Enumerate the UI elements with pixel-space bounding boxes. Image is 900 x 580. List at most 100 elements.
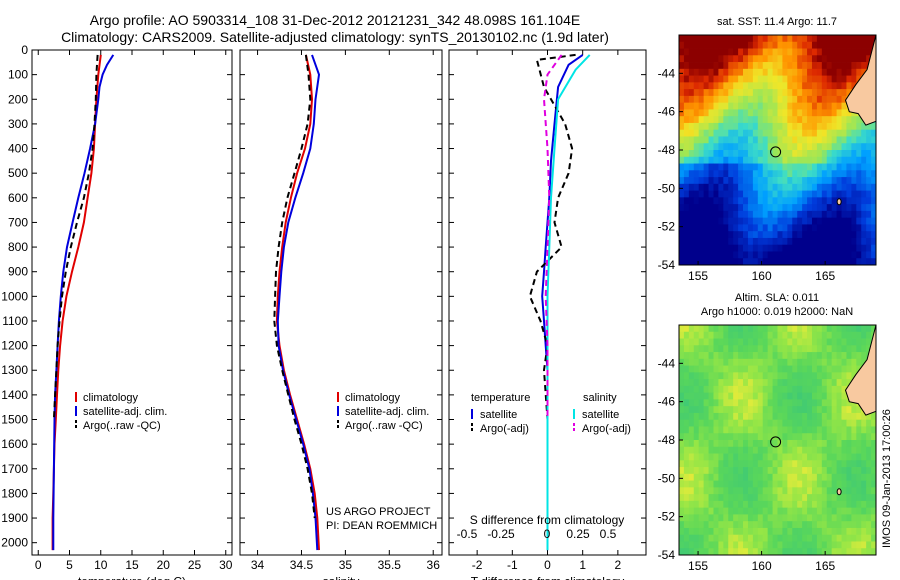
sla-map-cell xyxy=(738,385,744,394)
sla-map-cell xyxy=(757,433,764,441)
sst-map-cell xyxy=(846,62,852,70)
sst-map-cell xyxy=(743,48,749,56)
sst-map-cell xyxy=(841,75,847,83)
sla-map-cell xyxy=(767,399,773,407)
temperature-xtick-label: 20 xyxy=(157,558,171,572)
sst-map-cell xyxy=(747,156,754,164)
sst-map-cell xyxy=(683,190,690,198)
sst-map-cell xyxy=(752,244,759,252)
sla-map-cell xyxy=(713,460,719,468)
sla-map-cell xyxy=(718,406,724,414)
sla-map-cell xyxy=(841,379,847,387)
sla-map-cell xyxy=(688,392,695,400)
sst-map-cell xyxy=(856,170,862,178)
salinity-xtick-label: 34.5 xyxy=(290,558,314,572)
sst-map-cell xyxy=(792,177,798,185)
sla-map-cell xyxy=(861,331,867,339)
sst-map-cell xyxy=(831,251,837,259)
sla-map-cell xyxy=(866,325,872,333)
sla-map-cell xyxy=(851,487,857,495)
sst-map-cell xyxy=(713,55,719,63)
sla-map-cell xyxy=(772,352,778,360)
sst-map-cell xyxy=(757,95,764,104)
sla-map-cell xyxy=(861,358,867,366)
sst-map-cell xyxy=(683,251,690,259)
sla-map-cell xyxy=(723,325,729,333)
sst-map-cell xyxy=(708,258,714,266)
sst-map-cell xyxy=(762,197,769,205)
sst-map-cell xyxy=(723,163,729,171)
sst-map-cell xyxy=(733,251,739,259)
sst-map-cell xyxy=(836,183,842,191)
sla-map-cell xyxy=(792,527,798,536)
sla-map-cell xyxy=(747,345,754,353)
sst-map-cell xyxy=(728,183,734,191)
sla-map-cell xyxy=(743,460,749,468)
sst-map-cell xyxy=(807,177,813,185)
sst-map-cell xyxy=(836,122,842,131)
sla-map-cell xyxy=(802,331,808,339)
sst-map-cell xyxy=(757,136,764,144)
sst-map-cell xyxy=(797,231,803,239)
sst-map-cell xyxy=(752,48,759,56)
sla-map-cell xyxy=(752,494,759,502)
sst-map-cell xyxy=(688,62,695,70)
sla-map-cell xyxy=(841,548,847,556)
sla-map-cell xyxy=(752,358,759,366)
sst-map-cell xyxy=(703,177,709,185)
sla-map-cell xyxy=(708,521,714,529)
sst-map-cell xyxy=(683,183,690,191)
sla-map-cell xyxy=(762,446,769,454)
sla-map-cell xyxy=(836,392,842,400)
sla-map-cell xyxy=(797,446,803,454)
sla-map-cell xyxy=(866,467,872,475)
sst-map-cell xyxy=(723,89,729,97)
sla-map-cell xyxy=(693,372,700,380)
sst-map-cell xyxy=(836,136,842,144)
sla-map-cell xyxy=(728,541,734,549)
sst-map-cell xyxy=(767,244,773,252)
sst-map-cell xyxy=(757,231,764,239)
sla-map-cell xyxy=(723,480,729,488)
sla-map-cell xyxy=(728,487,734,495)
sst-map-cell xyxy=(747,68,754,76)
sst-map-cell xyxy=(728,204,734,212)
sst-map-cell xyxy=(836,89,842,97)
sla-map-cell xyxy=(679,412,685,421)
sst-map-ytick-label: -50 xyxy=(658,181,676,195)
sst-map-cell xyxy=(698,150,705,158)
sla-map-cell xyxy=(841,494,847,502)
sla-map-cell xyxy=(777,412,783,421)
sla-map-cell xyxy=(693,467,700,475)
sst-map-cell xyxy=(683,244,690,252)
sla-map-cell xyxy=(703,534,709,542)
sst-map-cell xyxy=(747,210,754,219)
sla-map-cell xyxy=(861,480,867,488)
sla-map-cell xyxy=(693,331,700,339)
sla-map-cell xyxy=(757,507,764,515)
sst-map-cell xyxy=(871,170,877,178)
sla-map-cell xyxy=(821,385,828,394)
sst-map-cell xyxy=(743,251,749,259)
sst-map-cell xyxy=(713,251,719,259)
sla-map-cell xyxy=(708,453,714,461)
sst-map-cell xyxy=(871,177,877,185)
sst-map-cell xyxy=(782,102,788,110)
sst-map-cell xyxy=(767,217,773,225)
sla-map-cell xyxy=(762,372,769,380)
sst-map-cell xyxy=(792,102,798,110)
sst-map-cell xyxy=(738,89,744,97)
sla-map-cell xyxy=(688,500,695,509)
sla-map-cell xyxy=(743,352,749,360)
sla-map-cell xyxy=(861,548,867,556)
sla-map-cell xyxy=(821,433,828,441)
sla-map-cell xyxy=(841,527,847,536)
sst-map-cell xyxy=(743,210,749,219)
sla-map-cell xyxy=(752,487,759,495)
sst-map-cell xyxy=(866,183,872,191)
sla-map-cell xyxy=(772,541,778,549)
sla-map-cell xyxy=(713,548,719,556)
sla-map-cell xyxy=(836,345,842,353)
sst-map-cell xyxy=(846,210,852,219)
sla-map-cell xyxy=(811,412,818,421)
